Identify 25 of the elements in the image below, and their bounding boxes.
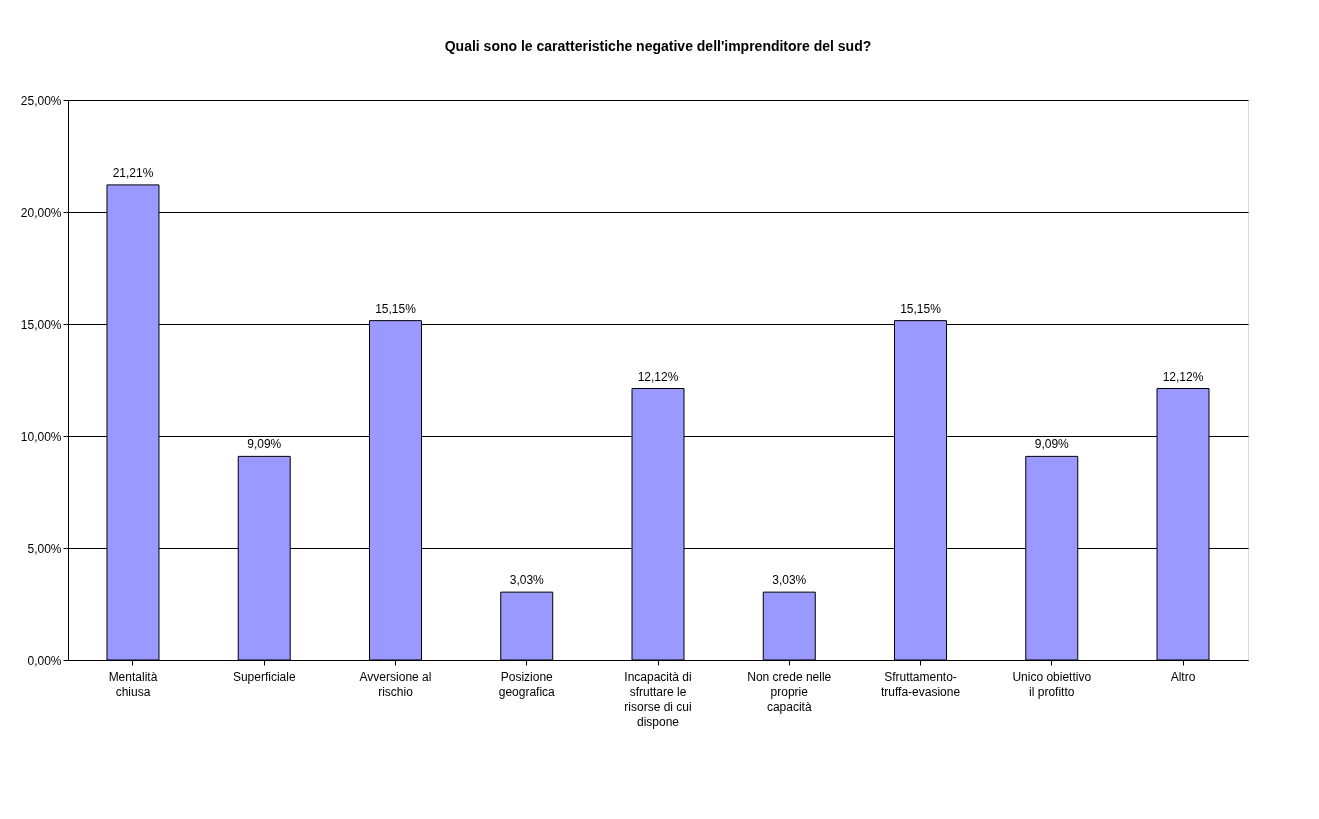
y-tick-label: 20,00% [20,205,62,220]
data-label: 9,09% [1034,437,1070,452]
x-tick-label: Non crede nelle proprie capacità [747,669,832,714]
data-label: 21,21% [112,165,154,180]
x-tick-label: Superficiale [232,669,296,684]
data-label: 15,15% [375,301,417,316]
chart-title: Quali sono le caratteristiche negative dell'imprenditore del sud? [444,38,872,54]
x-tick-label: Sfruttamento-truffa-evasione [880,669,961,699]
data-label: 15,15% [900,301,942,316]
data-label: 9,09% [247,437,282,452]
data-label: 3,03% [772,573,807,588]
data-label: 12,12% [1162,369,1204,384]
x-tick-label: Mentalità chiusa [108,669,158,699]
y-tick-label: 25,00% [20,93,62,108]
x-tick-label: Unico obiettivo il profitto [1012,669,1092,699]
data-label: 12,12% [637,369,679,384]
data-label: 3,03% [509,573,545,588]
x-tick-label: Avversione al rischio [359,669,432,699]
y-tick-label: 0,00% [27,653,62,668]
x-tick-label: Altro [1170,669,1196,684]
x-tick-label: Incapacità di sfruttare le risorse di cui dispone [624,669,692,729]
y-tick-label: 10,00% [20,429,62,444]
y-tick-label: 5,00% [27,541,62,556]
y-tick-label: 15,00% [20,317,62,332]
x-tick-label: Posizione geografica [498,669,556,699]
